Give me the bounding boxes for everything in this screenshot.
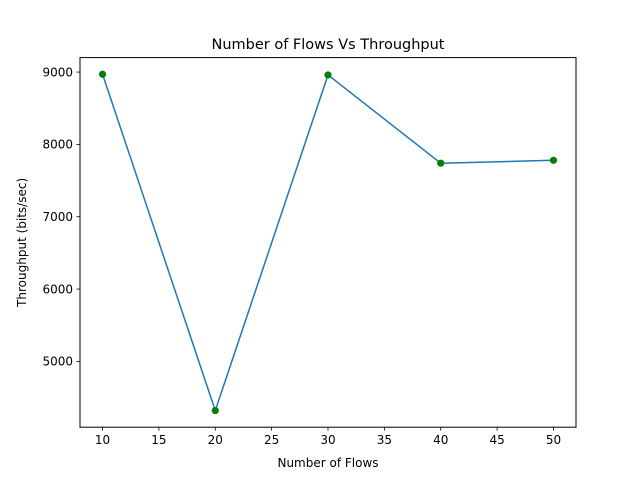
x-tick-label: 35 <box>377 433 392 447</box>
y-axis-ticks: 5000 6000 7000 8000 9000 <box>42 65 80 369</box>
series-group <box>98 70 558 415</box>
y-tick-label: 8000 <box>42 138 73 152</box>
x-axis-ticks: 10 15 20 25 30 35 40 45 50 <box>95 427 561 447</box>
y-tick-label: 6000 <box>42 282 73 296</box>
y-axis-label: Throughput (bits/sec) <box>15 178 29 308</box>
x-tick-label: 50 <box>546 433 561 447</box>
y-tick-label: 9000 <box>42 65 73 79</box>
data-point <box>549 156 558 164</box>
x-tick-label: 10 <box>95 433 110 447</box>
chart-title: Number of Flows Vs Throughput <box>211 37 444 53</box>
data-point <box>437 159 445 167</box>
x-tick-label: 25 <box>264 433 279 447</box>
y-tick-label: 7000 <box>42 210 73 224</box>
x-tick-label: 20 <box>208 433 223 447</box>
x-tick-label: 30 <box>320 433 335 447</box>
x-tick-label: 40 <box>433 433 448 447</box>
data-point <box>211 406 219 415</box>
y-tick-label: 5000 <box>42 355 73 369</box>
x-tick-label: 15 <box>151 433 166 447</box>
x-tick-label: 45 <box>489 433 504 447</box>
x-axis-label: Number of Flows <box>277 456 378 470</box>
data-point <box>98 70 107 78</box>
plot-frame <box>79 57 577 428</box>
data-point <box>324 71 332 79</box>
plot-area <box>80 57 576 428</box>
